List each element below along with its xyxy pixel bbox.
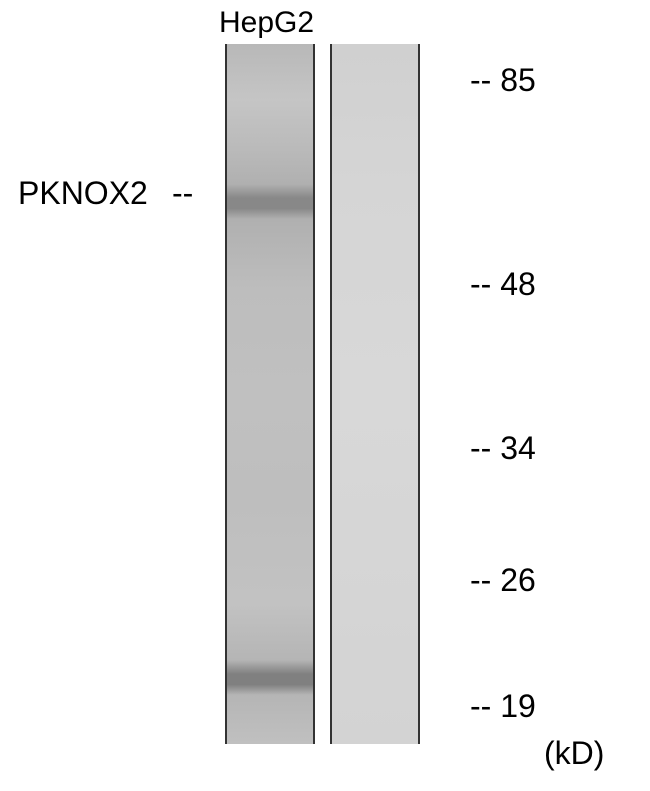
marker-26: -- 26: [470, 562, 536, 599]
western-blot-container: PKNOX2 -- HepG2 -- 85 -- 48 -- 34 -- 26 …: [0, 0, 650, 791]
marker-34: -- 34: [470, 430, 536, 467]
protein-label: PKNOX2: [18, 175, 148, 212]
unit-label: (kD): [544, 735, 604, 772]
lane-2: [330, 44, 420, 744]
protein-tick: --: [172, 175, 193, 212]
lane-1: [225, 44, 315, 744]
sample-label: HepG2: [219, 6, 314, 40]
marker-19: -- 19: [470, 688, 536, 725]
marker-85: -- 85: [470, 62, 536, 99]
marker-48: -- 48: [470, 266, 536, 303]
